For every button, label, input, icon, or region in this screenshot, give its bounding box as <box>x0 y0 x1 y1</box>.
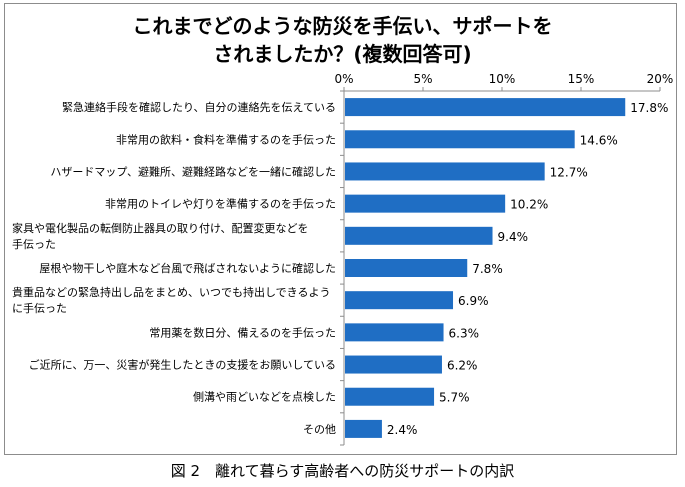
bar <box>345 259 468 277</box>
x-tick-label: 10% <box>489 72 516 86</box>
figure-caption: 図 2 離れて暮らす高齢者への防災サポートの内訳 <box>170 462 515 480</box>
bar-value-label: 2.4% <box>387 423 418 437</box>
category-label: に手伝った <box>12 301 67 315</box>
bar-value-label: 7.8% <box>472 262 503 276</box>
bar-value-label: 5.7% <box>439 391 470 405</box>
bar <box>345 291 454 310</box>
bar <box>345 419 382 438</box>
bar <box>345 98 626 117</box>
x-tick-label: 20% <box>647 72 674 86</box>
bar-value-label: 9.4% <box>498 230 529 244</box>
chart-title-line-1: これまでどのような防災を手伝い、サポートを <box>132 14 553 38</box>
bar <box>345 387 435 406</box>
x-tick-label: 0% <box>334 72 353 86</box>
category-label: 非常用のトイレや灯りを準備するのを手伝った <box>105 197 336 211</box>
bar <box>345 130 575 149</box>
bar <box>345 194 506 213</box>
bar-value-label: 6.9% <box>458 294 489 308</box>
bar-value-label: 17.8% <box>630 101 668 115</box>
bar-value-label: 12.7% <box>550 165 588 179</box>
bar <box>345 323 444 342</box>
bar-value-label: 14.6% <box>580 133 618 147</box>
category-label: 屋根や物干しや庭木など台風で飛ばされないように確認した <box>39 261 336 275</box>
chart-frame <box>4 3 677 455</box>
category-label: その他 <box>303 423 336 436</box>
category-label: 貴重品などの緊急持出し品をまとめ、いつでも持出しできるよう <box>12 285 330 299</box>
bar <box>345 355 442 374</box>
category-label: ハザードマップ、避難所、避難経路などを一緒に確認した <box>50 164 336 178</box>
category-label: 緊急連絡手段を確認したり、自分の連絡先を伝えている <box>62 100 336 114</box>
bar-value-label: 6.3% <box>449 326 480 340</box>
x-tick-label: 15% <box>568 72 595 86</box>
bar <box>345 226 493 245</box>
category-label: 常用薬を数日分、備えるのを手伝った <box>149 325 336 339</box>
category-label: 手伝った <box>12 237 56 251</box>
category-label: ご近所に、万一、災害が発生したときの支援をお願いしている <box>29 358 336 372</box>
chart-title-line-2: されましたか？(複数回答可) <box>213 42 472 66</box>
bar <box>345 162 545 181</box>
category-label: 家具や電化製品の転倒防止器具の取り付け、配置変更などを <box>12 221 308 235</box>
bar-value-label: 6.2% <box>447 359 478 373</box>
x-tick-label: 5% <box>413 72 432 86</box>
category-label: 側溝や雨どいなどを点検した <box>193 390 336 404</box>
bar-value-label: 10.2% <box>510 198 548 212</box>
category-label: 非常用の飲料・食料を準備するのを手伝った <box>116 132 336 146</box>
